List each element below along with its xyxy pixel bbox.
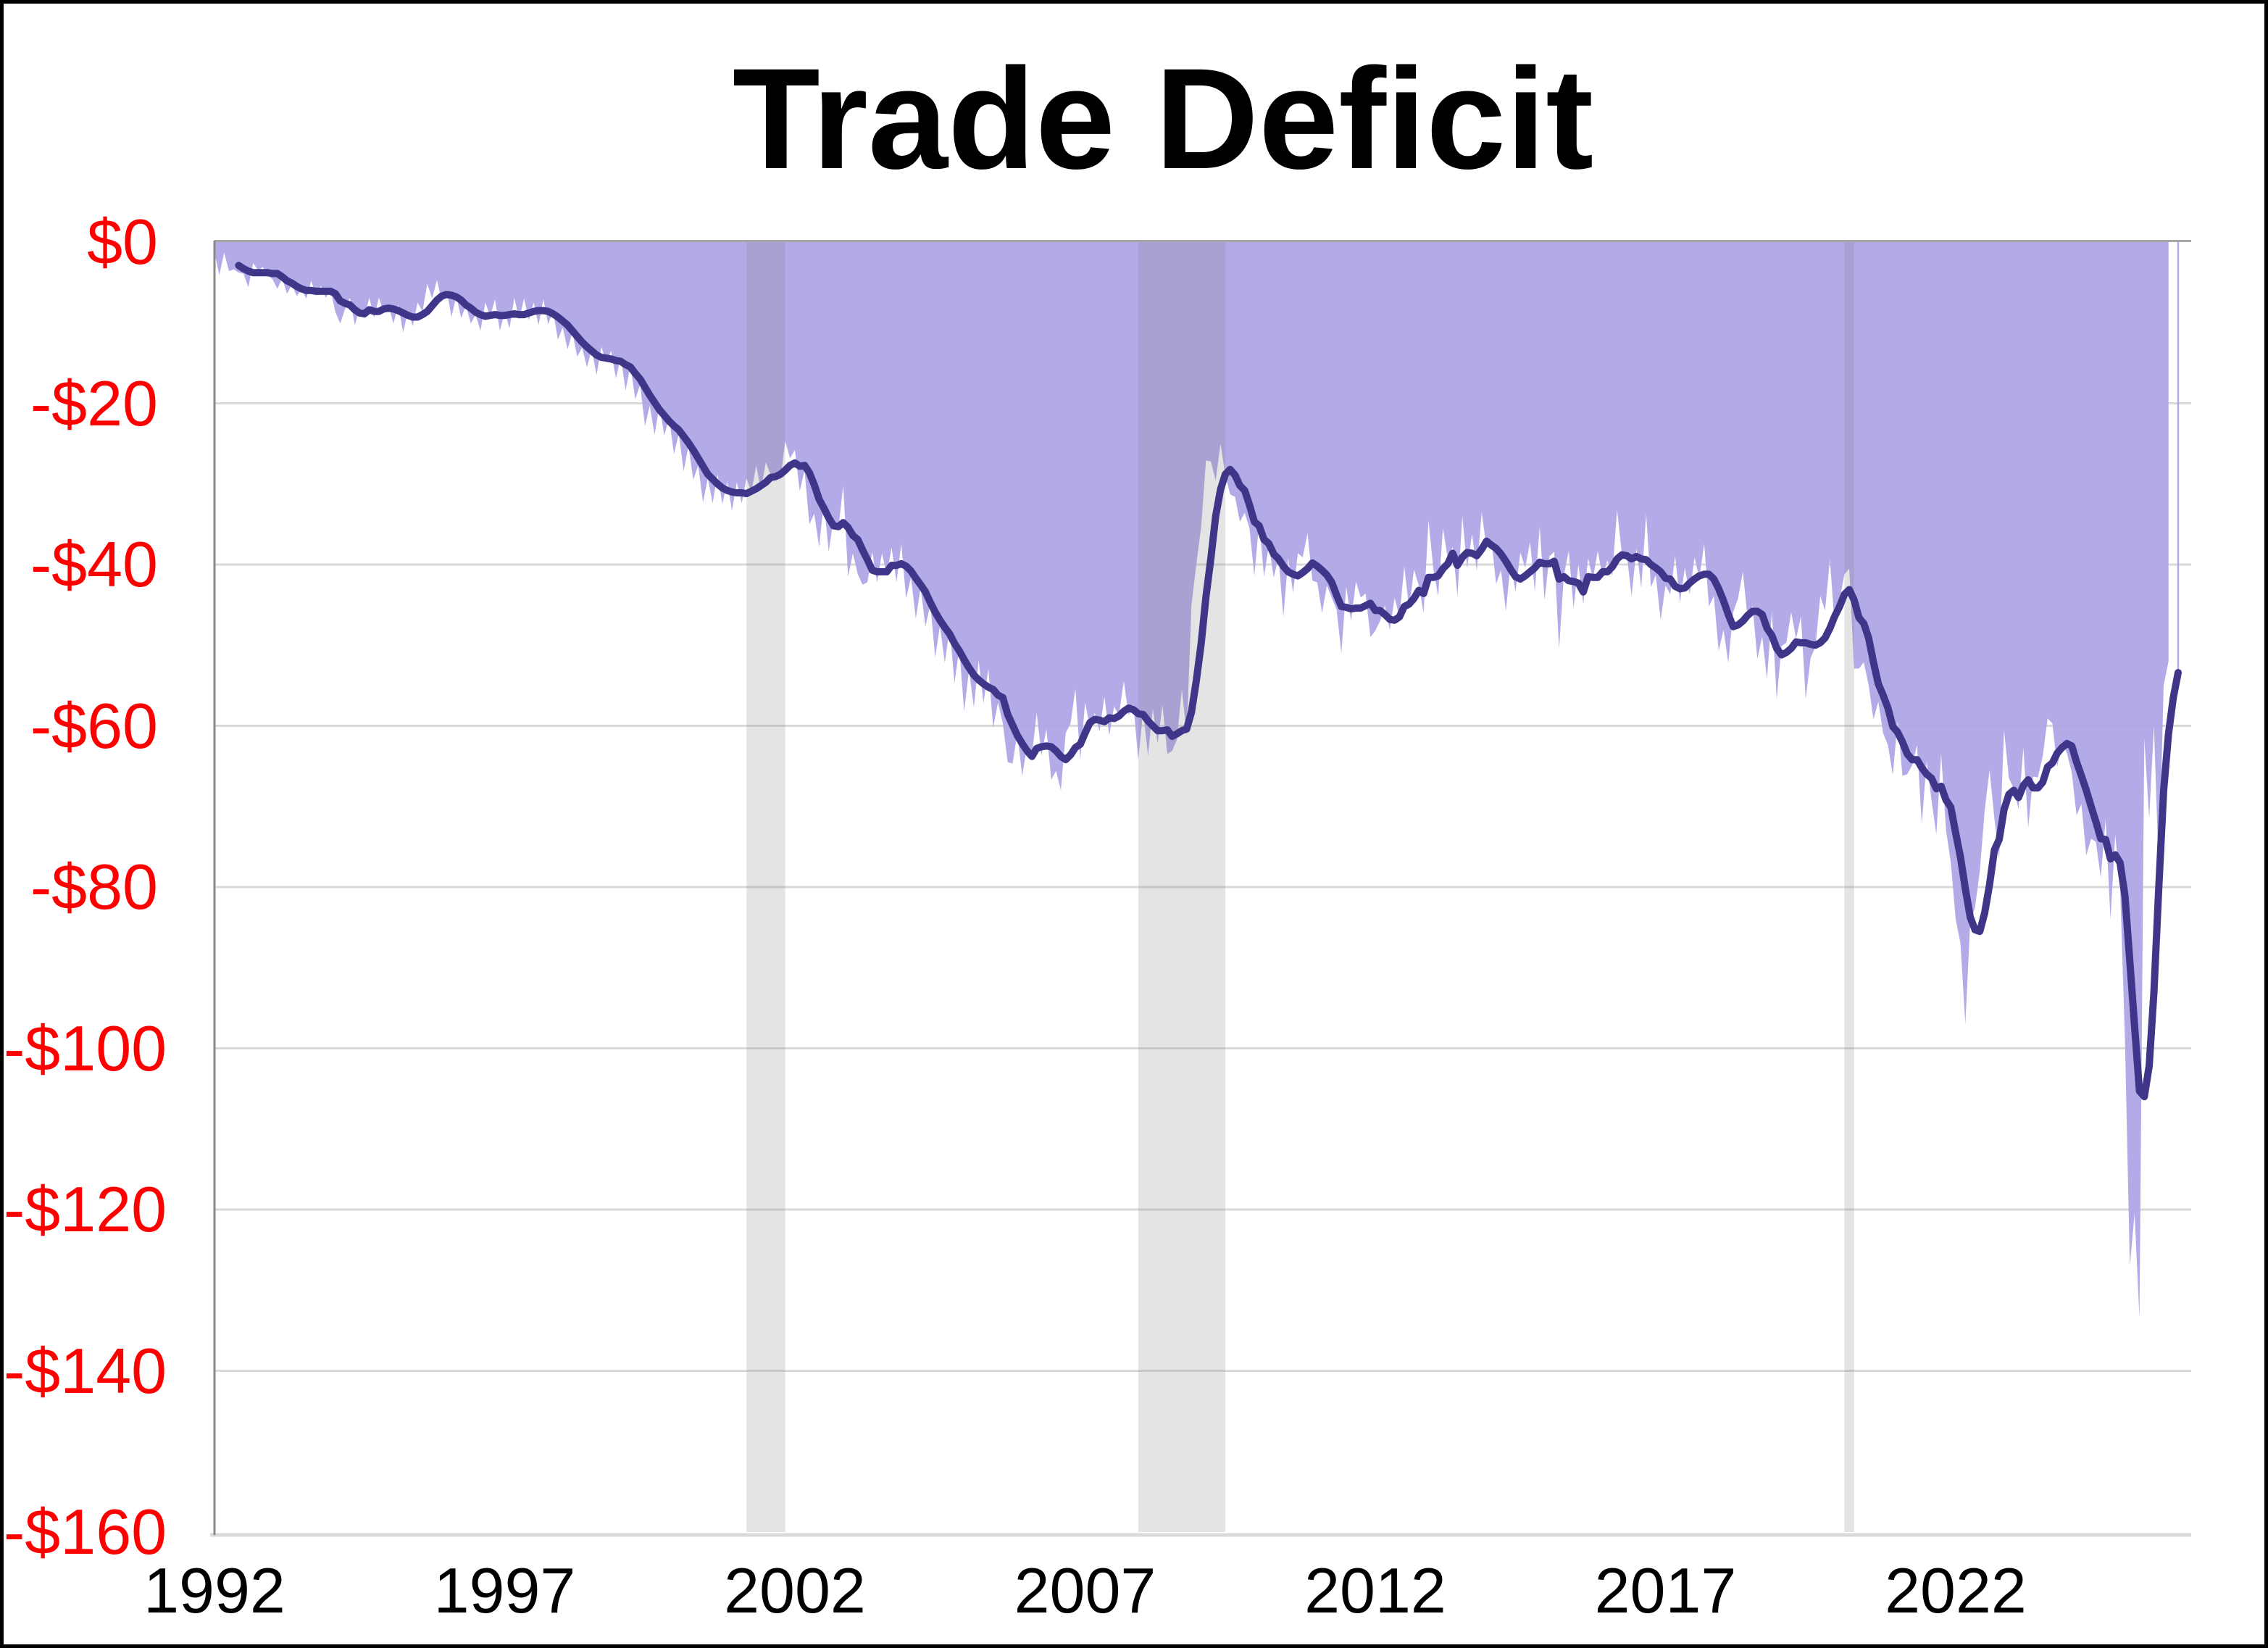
line-series-6-month-average [235,262,2182,1101]
x-tick-label-2012: 2012 [1304,1555,1446,1626]
x-tick-label-1992: 1992 [143,1555,285,1626]
y-tick-label-20: -$20 [30,367,158,439]
recession-band [746,242,785,1532]
y-tick-label-80: -$80 [30,851,158,923]
x-tick-label-2002: 2002 [724,1555,866,1626]
y-tick-label-120: -$120 [4,1173,167,1245]
recession-band [1138,242,1226,1532]
x-tick-label-1997: 1997 [433,1555,576,1626]
recession-band [1844,242,1854,1532]
gridlines [214,402,2191,1372]
y-tick-label-100: -$100 [4,1012,167,1084]
x-tick-label-2017: 2017 [1594,1555,1737,1626]
area-path [214,242,2169,1319]
y-tick-label-0: $0 [87,206,158,278]
axes [210,240,2191,1537]
y-tick-label-160: -$160 [4,1496,167,1568]
y-tick-label-40: -$40 [30,528,158,600]
chart-title: Trade Deficit [732,38,1594,199]
recession-bands [746,242,1854,1532]
plot-canvas [210,240,2191,1537]
x-tick-label-2007: 2007 [1014,1555,1156,1626]
x-tick-label-2022: 2022 [1885,1555,2027,1626]
y-tick-label-60: -$60 [30,689,158,762]
area-isolated-point [2177,242,2180,670]
area-series-monthly-deficit [214,242,2180,1319]
y-tick-label-140: -$140 [4,1334,167,1407]
moving-average-line [235,262,2182,1101]
